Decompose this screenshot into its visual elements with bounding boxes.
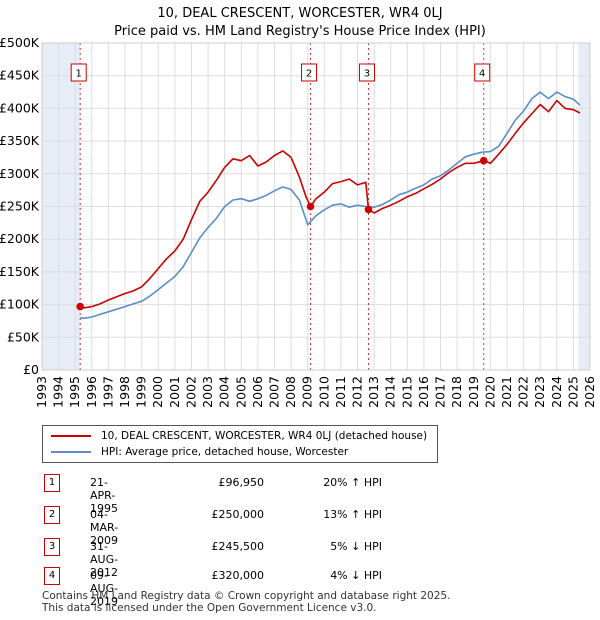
plot-border — [41, 42, 591, 371]
x-tick-label: 1995 — [67, 376, 82, 408]
x-tick-label: 1996 — [84, 376, 99, 408]
hpi-line — [80, 91, 581, 320]
x-tick-label: 2008 — [283, 376, 298, 408]
y-tick-label: £0 — [23, 362, 39, 377]
sale-number-label: 1 — [76, 69, 82, 80]
x-tick-label: 1999 — [134, 376, 149, 408]
sale-number-badge — [358, 63, 375, 82]
sale-number-badge — [474, 63, 491, 82]
x-tick-label: 2009 — [300, 376, 315, 408]
legend-item-price: 10, DEAL CRESCENT, WORCESTER, WR4 0LJ (d… — [51, 428, 427, 444]
transaction-price: £245,500 — [211, 540, 265, 553]
sale-number-label: 3 — [364, 69, 370, 80]
x-tick-label: 2021 — [499, 376, 514, 408]
x-tick-label: 2019 — [466, 376, 481, 408]
transaction-number-badge: 4 — [44, 567, 60, 585]
transaction-date: 09-AUG-2019 — [90, 569, 119, 608]
x-tick-label: 2016 — [416, 376, 431, 408]
sale-number-label: 4 — [479, 69, 485, 80]
y-tick-label: £300K — [0, 166, 40, 181]
transaction-date: 04-MAR-2009 — [90, 508, 119, 547]
x-tick-label: 2000 — [150, 376, 165, 408]
y-tick-label: £400K — [0, 100, 40, 115]
x-tick-label: 2010 — [316, 376, 331, 408]
x-tick-label: 2025 — [565, 376, 580, 408]
x-tick-label: 2017 — [433, 376, 448, 408]
chart-subtitle: Price paid vs. HM Land Registry's House … — [114, 24, 486, 39]
transaction-number-badge: 3 — [44, 538, 60, 556]
y-tick-label: £250K — [0, 199, 40, 214]
x-tick-label: 2012 — [350, 376, 365, 408]
footer-licence: This data is licensed under the Open Gov… — [42, 602, 377, 614]
transaction-date: 31-AUG-2012 — [90, 540, 119, 579]
y-tick-label: £450K — [0, 68, 40, 83]
x-tick-label: 2002 — [183, 376, 198, 408]
y-tick-label: £200K — [0, 231, 40, 246]
y-tick-label: £150K — [0, 264, 40, 279]
x-tick-label: 1994 — [51, 376, 66, 408]
x-tick-label: 2005 — [233, 376, 248, 408]
x-tick-label: 2011 — [333, 376, 348, 408]
transaction-hpi-change: 13% ↑ HPI — [323, 508, 382, 521]
sale-point — [364, 205, 373, 214]
legend-label-hpi: HPI: Average price, detached house, Worc… — [101, 446, 349, 458]
transaction-number-badge: 2 — [44, 506, 60, 524]
legend-item-hpi: HPI: Average price, detached house, Worc… — [51, 444, 348, 460]
sale-number-label: 2 — [306, 69, 312, 80]
x-tick-label: 2003 — [200, 376, 215, 408]
transaction-number-badge: 1 — [44, 474, 60, 492]
transaction-price: £320,000 — [211, 569, 265, 582]
legend-swatch-price — [51, 435, 91, 437]
transaction-price: £250,000 — [211, 508, 265, 521]
x-tick-label: 2023 — [532, 376, 547, 408]
transaction-hpi-change: 4% ↓ HPI — [330, 569, 382, 582]
transaction-hpi-change: 5% ↓ HPI — [330, 540, 382, 553]
x-tick-label: 1998 — [117, 376, 132, 408]
legend-swatch-hpi — [51, 451, 91, 453]
chart-title-address: 10, DEAL CRESCENT, WORCESTER, WR4 0LJ — [157, 6, 443, 21]
sale-point — [306, 202, 315, 211]
transaction-date: 21-APR-1995 — [90, 476, 118, 515]
transaction-price: £96,950 — [218, 476, 265, 489]
x-tick-label: 2014 — [383, 376, 398, 408]
x-tick-label: 2013 — [366, 376, 381, 408]
x-tick-label: 2001 — [167, 376, 182, 408]
x-tick-label: 2024 — [549, 376, 564, 408]
sale-number-badge — [70, 63, 87, 82]
x-tick-label: 2018 — [449, 376, 464, 408]
x-tick-label: 2022 — [516, 376, 531, 408]
chart-legend: 10, DEAL CRESCENT, WORCESTER, WR4 0LJ (d… — [42, 425, 438, 463]
x-tick-label: 2020 — [482, 376, 497, 408]
legend-label-price: 10, DEAL CRESCENT, WORCESTER, WR4 0LJ (d… — [101, 430, 428, 442]
x-tick-label: 1997 — [100, 376, 115, 408]
x-tick-label: 2007 — [266, 376, 281, 408]
footer-copyright: Contains HM Land Registry data © Crown c… — [42, 590, 451, 602]
x-tick-label: 2026 — [582, 376, 597, 408]
y-tick-label: £500K — [0, 35, 40, 50]
price-chart: £0 £50K £100K £150K £200K £250K £300K £350K £400… — [0, 35, 597, 408]
x-tick-label: 2004 — [217, 376, 232, 408]
transaction-hpi-change: 20% ↑ HPI — [323, 476, 382, 489]
y-tick-label: £100K — [0, 297, 40, 312]
sale-point — [479, 156, 488, 165]
x-tick-label: 2006 — [250, 376, 265, 408]
price-paid-line — [79, 99, 581, 309]
sale-number-badge — [301, 63, 318, 82]
y-tick-label: £50K — [7, 329, 40, 344]
sale-point — [76, 302, 84, 311]
x-tick-label: 1993 — [34, 376, 49, 408]
y-tick-label: £350K — [0, 133, 40, 148]
x-tick-label: 2015 — [399, 376, 414, 408]
